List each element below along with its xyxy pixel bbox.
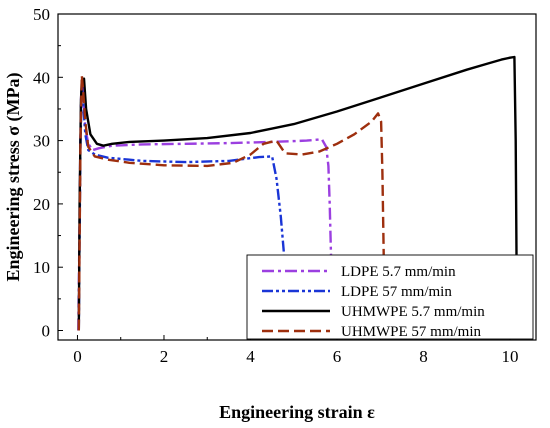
series-layer bbox=[77, 55, 518, 331]
legend-label-4: UHMWPE 57 mm/min bbox=[341, 324, 482, 340]
y-tick-label: 50 bbox=[33, 5, 50, 24]
legend-label-1: LDPE 5.7 mm/min bbox=[341, 264, 456, 280]
series-line-3 bbox=[77, 55, 518, 331]
legend-box bbox=[246, 254, 534, 340]
y-tick-label: 10 bbox=[33, 258, 50, 277]
x-tick-label: 2 bbox=[160, 347, 169, 366]
y-axis-title: Engineering stress σ (MPa) bbox=[3, 73, 24, 282]
x-tick-label: 0 bbox=[73, 347, 82, 366]
plot-frame bbox=[57, 13, 537, 341]
legend-label-2: LDPE 57 mm/min bbox=[341, 284, 452, 300]
series-line-4 bbox=[77, 74, 385, 331]
y-tick-label: 40 bbox=[33, 68, 50, 87]
legend: LDPE 5.7 mm/min LDPE 57 mm/min UHMWPE 5.7 … bbox=[246, 254, 534, 340]
y-tick-label: 0 bbox=[42, 322, 51, 341]
x-tick-label: 4 bbox=[246, 347, 255, 366]
x-axis-title: Engineering strain ε bbox=[219, 402, 375, 422]
y-tick-label: 30 bbox=[33, 132, 50, 151]
ticks-layer: 0 2 4 6 8 10 0 10 20 30 40 50 bbox=[33, 5, 519, 366]
x-tick-label: 10 bbox=[502, 347, 519, 366]
x-tick-label: 8 bbox=[419, 347, 428, 366]
y-tick-label: 20 bbox=[33, 195, 50, 214]
legend-label-3: UHMWPE 5.7 mm/min bbox=[341, 304, 485, 320]
x-tick-label: 6 bbox=[333, 347, 342, 366]
